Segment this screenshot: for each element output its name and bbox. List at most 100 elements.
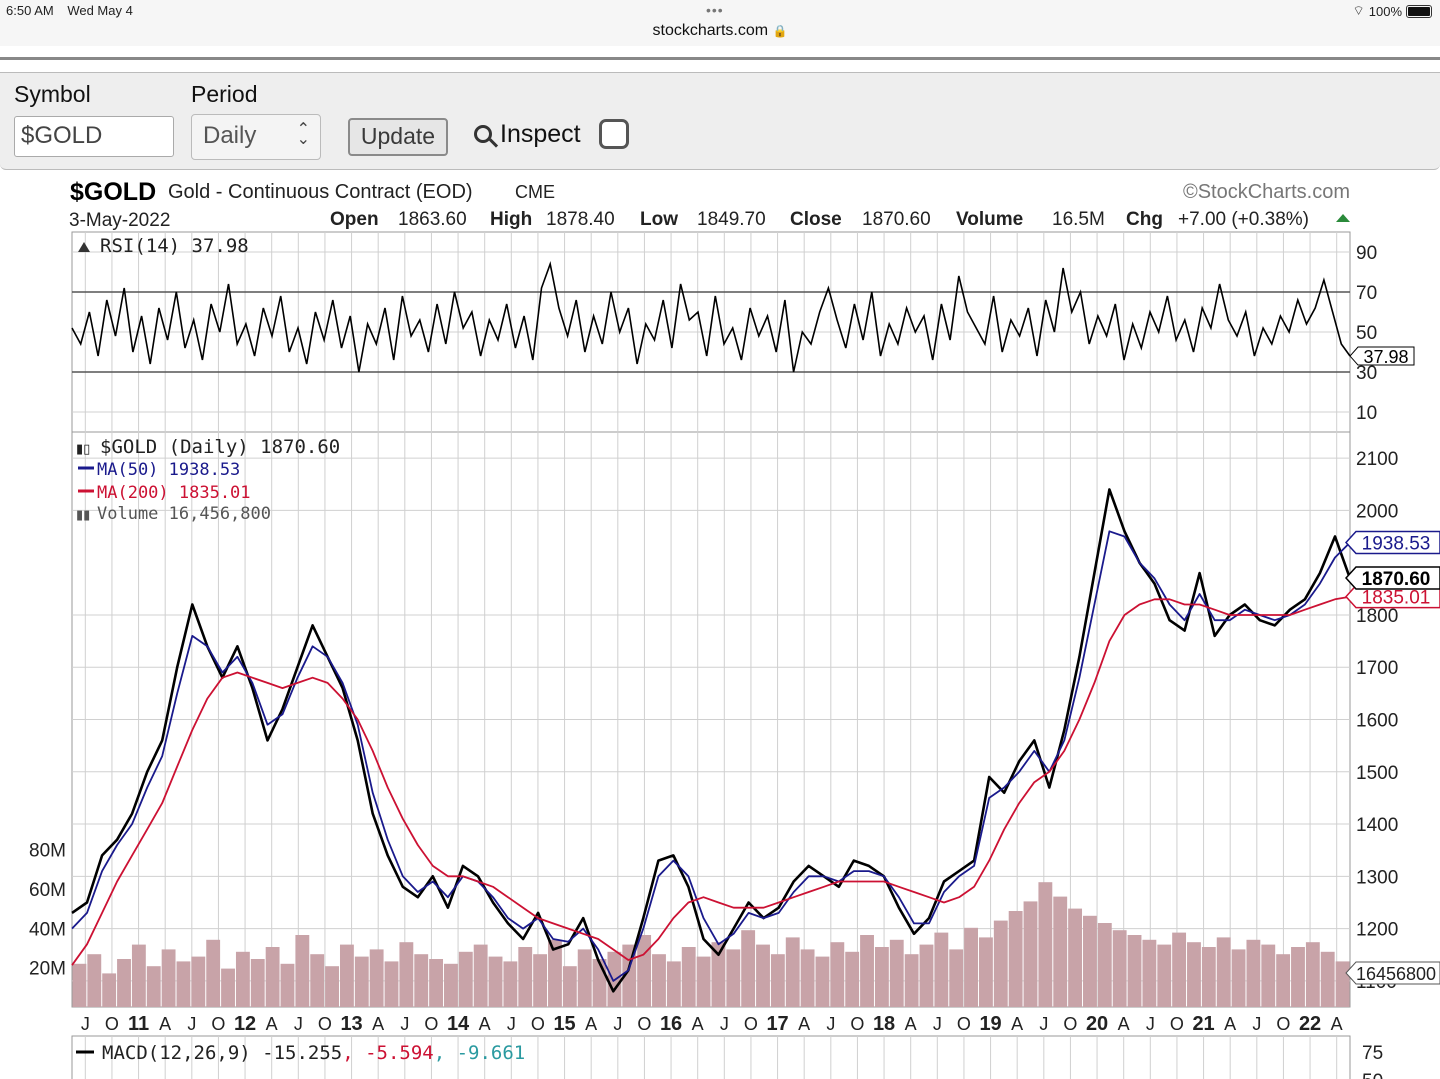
- rsi-series: [71, 261, 1351, 373]
- volume-bar: [1142, 939, 1157, 1007]
- period-select[interactable]: Daily ⌃ ⌄: [191, 114, 321, 160]
- macd-label-group: MACD(12,26,9) -15.255, -5.594, -9.661: [102, 1042, 525, 1064]
- x-tick-label: 22: [1299, 1013, 1321, 1035]
- url-text: stockcharts.com: [652, 22, 769, 39]
- rsi-tick-label: 90: [1356, 243, 1377, 264]
- price-tick-label: 1600: [1356, 711, 1398, 732]
- high-value: 1878.40: [546, 209, 615, 230]
- volume-bar: [964, 927, 978, 1007]
- open-value: 1863.60: [398, 209, 467, 230]
- open-label: Open: [330, 209, 379, 230]
- rsi-last-value: 37.98: [1363, 347, 1408, 367]
- axis-labels: J O 11 A J O 12 A J O 13 A J O 14 A J O 15 A J O 16 A J O 17 A J O 18 A…: [29, 243, 1440, 1079]
- address-bar[interactable]: stockcharts.com 🔒: [0, 22, 1440, 40]
- x-tick-label: A: [1118, 1014, 1130, 1034]
- volume-bar: [711, 942, 726, 1007]
- volume-bar: [235, 951, 250, 1007]
- macd-label-signal: , -5.594: [342, 1042, 434, 1064]
- volume-bar: [518, 947, 533, 1007]
- more-dots-icon[interactable]: •••: [706, 2, 724, 18]
- volume-bar: [384, 961, 399, 1007]
- x-tick-label: J: [1146, 1014, 1155, 1034]
- x-tick-label: 19: [979, 1013, 1001, 1035]
- close-value: 1870.60: [862, 209, 931, 230]
- chart-toolbar: Symbol Period $GOLD Daily ⌃ ⌄ Update Insp…: [0, 72, 1440, 170]
- macd-label-hist: , -9.661: [434, 1042, 526, 1064]
- volume-bar: [1157, 944, 1172, 1007]
- x-tick-label: A: [585, 1014, 597, 1034]
- volume-bar: [444, 963, 458, 1007]
- x-tick-label: O: [531, 1014, 545, 1034]
- volume-bar: [815, 956, 830, 1007]
- x-tick-label: A: [1331, 1014, 1343, 1034]
- volume-bar: [1172, 932, 1187, 1007]
- chart-exchange: CME: [515, 182, 555, 202]
- select-chevron-icon: ⌃ ⌄: [296, 121, 310, 148]
- volume-bar: [87, 954, 102, 1007]
- battery-icon: [1406, 4, 1432, 18]
- low-label: Low: [640, 209, 678, 230]
- volume-bar: [949, 949, 964, 1007]
- volume-bar: [310, 954, 325, 1007]
- x-tick-label: A: [905, 1014, 917, 1034]
- lock-icon: 🔒: [772, 24, 788, 38]
- period-value: Daily: [203, 122, 257, 149]
- volume-tick-label: 80M: [29, 841, 66, 862]
- x-tick-label: O: [1063, 1014, 1077, 1034]
- x-tick-label: A: [266, 1014, 278, 1034]
- volume-bar: [1008, 911, 1023, 1007]
- volume-bar: [146, 966, 161, 1007]
- x-tick-label: J: [400, 1014, 409, 1034]
- volume-legend-label: Volume 16,456,800: [97, 504, 271, 524]
- x-tick-label: J: [507, 1014, 516, 1034]
- x-tick-label: O: [424, 1014, 438, 1034]
- x-tick-label: J: [1039, 1014, 1048, 1034]
- x-tick-label: O: [211, 1014, 225, 1034]
- symbol-input[interactable]: $GOLD: [14, 116, 174, 157]
- volume-bar: [399, 942, 414, 1007]
- volume-bar: [1335, 961, 1350, 1007]
- volume-bar: [533, 954, 548, 1007]
- x-tick-label: O: [318, 1014, 332, 1034]
- status-right: ⌔ 100%: [1353, 3, 1432, 19]
- volume-bar: [1320, 951, 1335, 1007]
- rsi-last-value-box: [1349, 346, 1415, 366]
- volume-bar: [1083, 915, 1097, 1007]
- chg-value: +7.00 (+0.38%): [1178, 209, 1309, 230]
- volume-bar: [1112, 930, 1127, 1007]
- price-tick-label: 1400: [1356, 815, 1398, 836]
- x-tick-label: J: [294, 1014, 303, 1034]
- volume-tick-label: 60M: [29, 880, 66, 901]
- rsi-line: [71, 261, 1351, 373]
- rsi-tick-label: 70: [1356, 283, 1377, 304]
- price-tick-label: 1200: [1356, 920, 1398, 941]
- volume-bar: [339, 944, 354, 1007]
- stock-chart[interactable]: $GOLD Gold - Continuous Contract (EOD) C…: [0, 170, 1440, 1079]
- ma200-line: [71, 595, 1351, 966]
- volume-bar: [369, 949, 384, 1007]
- inspect-toggle[interactable]: Inspect: [474, 119, 629, 149]
- volume-bar: [503, 961, 518, 1007]
- volume-value: 16.5M: [1052, 209, 1105, 230]
- x-tick-label: J: [1252, 1014, 1261, 1034]
- rsi-tick-label: 50: [1356, 323, 1377, 344]
- volume-bar: [221, 968, 235, 1007]
- price-tick-label: 1700: [1356, 658, 1398, 679]
- divider: [0, 57, 1440, 60]
- volume-label: Volume: [956, 209, 1023, 230]
- x-tick-label: 21: [1192, 1013, 1214, 1035]
- volume-bar: [919, 944, 934, 1007]
- volume-bar: [681, 947, 696, 1007]
- inspect-checkbox[interactable]: [598, 119, 629, 149]
- period-label: Period: [191, 81, 258, 107]
- x-tick-label: J: [933, 1014, 942, 1034]
- rsi-tick-label: 30: [1356, 363, 1377, 384]
- volume-bar: [577, 949, 592, 1007]
- symbol-label: Symbol: [14, 81, 91, 107]
- volume-bar: [756, 944, 770, 1007]
- price-tick-label: 2100: [1356, 449, 1398, 470]
- watermark: ©StockCharts.com: [1183, 181, 1350, 203]
- volume-bar: [1023, 901, 1038, 1007]
- status-left: 6:50 AM Wed May 4: [6, 3, 143, 18]
- update-button[interactable]: Update: [348, 118, 448, 156]
